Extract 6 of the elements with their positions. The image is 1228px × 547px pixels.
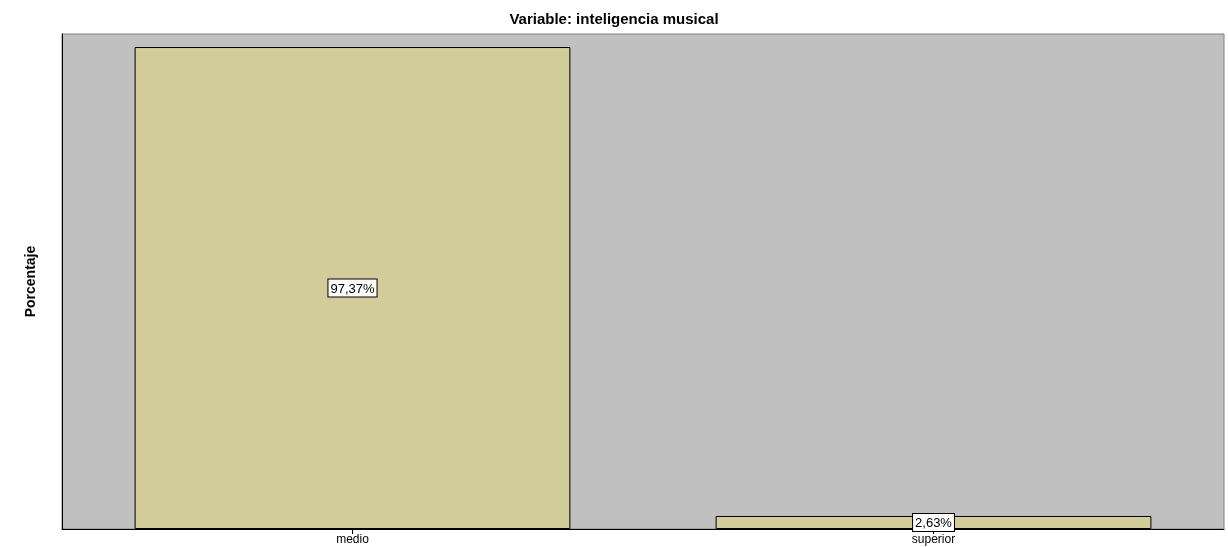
data-label: 2,63% xyxy=(915,514,953,530)
x-tick-label: medio xyxy=(336,532,370,546)
data-label: 97,37% xyxy=(330,280,375,296)
y-axis-title: Porcentaje xyxy=(22,245,38,318)
x-tick-label: superior xyxy=(911,532,956,546)
chart-title: Variable: inteligencia musical xyxy=(509,10,719,27)
